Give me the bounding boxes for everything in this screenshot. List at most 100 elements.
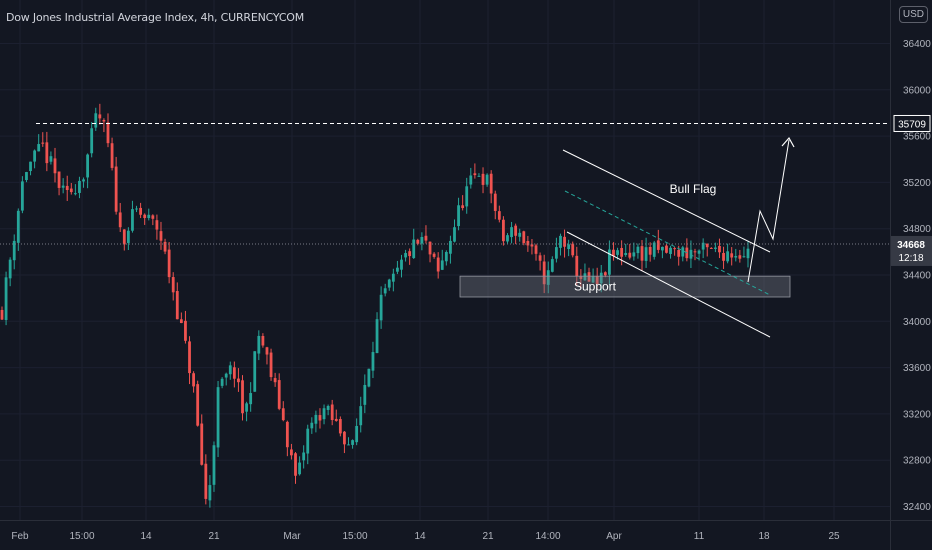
candle-up [37,134,41,152]
candle-down [53,147,57,183]
candle-up [355,418,359,446]
candle-down [139,202,143,219]
candle-down [656,229,660,254]
candle-down [493,190,497,220]
candle-down [436,252,440,279]
candle-down [143,213,147,225]
candle-up [396,260,399,275]
candle-up [371,341,375,379]
time-axis[interactable]: Feb 15:00 14 21 Mar 15:00 14 21 14:00 Apr 11 18 25 [0,520,932,543]
candle-up [20,176,24,214]
candle-up [404,249,407,262]
candle-up [208,475,212,508]
countdown-label: 12:18 [898,253,923,264]
candle-down [179,312,183,324]
candle-down [530,239,534,255]
x-tick-label: 25 [828,531,840,542]
candle-up [550,256,554,273]
candle-down [285,420,289,457]
candle-up [135,205,138,213]
x-tick-label: 14:00 [535,531,560,542]
y-tick-label: 33600 [903,363,931,374]
candle-up [212,441,216,492]
candle-down [110,137,114,171]
flag-lower-line [566,231,771,338]
currency-button[interactable]: USD [898,6,928,23]
candle-up [583,263,587,281]
candle-up [477,173,481,177]
candle-down [106,113,110,148]
candle-down [579,269,583,289]
candle-down [294,452,297,484]
candle-down [45,131,49,172]
x-tick-label: 21 [482,531,494,542]
candle-down [628,243,632,260]
x-tick-label: Apr [606,531,622,542]
candle-up [734,248,738,262]
candle-up [25,171,28,183]
support-zone [459,275,791,298]
flag-upper-line [562,149,771,253]
y-tick-label: 32800 [903,456,931,467]
candle-up [379,286,383,329]
candle-up [8,257,12,287]
candle-up [624,243,628,257]
candle-up [726,243,730,264]
candle-down [571,241,575,258]
candle-up [126,227,130,251]
candle-up [363,374,367,414]
candle-up [485,173,489,187]
candle-down [334,409,338,422]
candle-up [453,219,456,243]
candle-up [713,242,717,253]
candle-down [534,243,538,261]
candle-down [640,240,644,271]
x-tick-label: 15:00 [342,531,367,542]
candle-down [57,171,61,196]
x-tick-label: Feb [11,531,29,542]
candle-up [546,261,550,294]
candle-down [489,170,493,204]
candle-up [746,240,750,268]
y-tick-label: 35600 [903,132,931,143]
candle-down [665,243,668,254]
candle-up [644,237,648,268]
flag-midline [564,190,771,296]
candles [0,103,750,508]
candle-up [253,351,257,392]
candle-up [94,107,98,131]
candle-up [742,246,746,258]
drawings: Support Bull Flag [0,122,890,338]
candle-up [555,237,558,263]
resistance-price-tag [893,114,931,132]
candle-up [689,240,693,269]
y-tick-label: 32400 [903,502,931,513]
candle-down [542,254,546,294]
y-tick-label: 36000 [903,85,931,96]
candle-down [159,221,163,250]
candle-up [147,208,151,221]
price-axis[interactable]: 32400 32800 33200 33600 34000 34400 34800 35200… [890,0,932,550]
x-tick-label: 21 [208,531,220,542]
x-tick-label: Mar [283,531,301,542]
candle-up [257,330,261,361]
candle-down [575,246,579,286]
candle-down [673,246,677,256]
arrow-icon [781,136,795,148]
candle-down [69,182,73,195]
candle-down [538,252,542,271]
symbol-title[interactable]: Dow Jones Industrial Average Index, 4h, … [6,11,305,24]
candle-down [122,229,126,251]
candle-up [469,167,473,189]
x-tick-label: 18 [758,531,770,542]
candle-up [383,283,387,297]
candle-up [322,404,326,425]
candle-up [465,177,469,214]
candle-down [118,202,122,233]
candle-up [559,233,562,256]
candle-down [338,416,342,437]
candle-down [167,242,171,284]
current-price-tag [891,235,932,266]
candle-up [310,417,314,434]
